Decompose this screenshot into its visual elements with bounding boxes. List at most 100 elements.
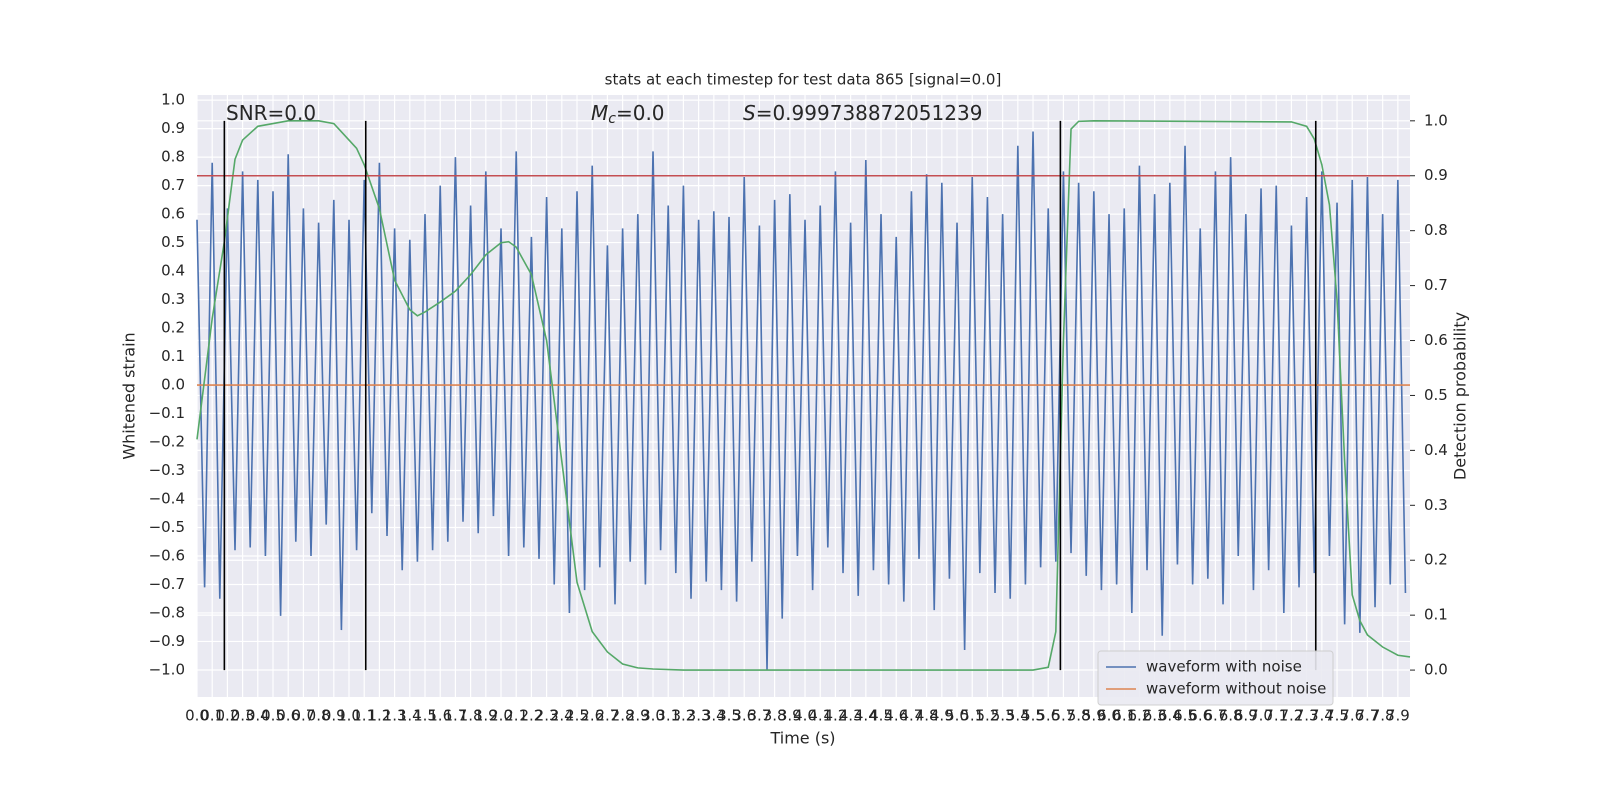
annotation: Mc=0.0: [591, 101, 665, 128]
y-tick-label: −0.2: [149, 433, 185, 451]
x-tick-label: 6.3: [1143, 707, 1167, 725]
y2-tick-label: 1.0: [1424, 111, 1448, 129]
x-tick-label: 3.4: [702, 707, 726, 725]
y-tick-label: −0.6: [149, 546, 185, 564]
x-tick-label: 2.9: [626, 707, 650, 725]
x-tick-label: 2.3: [535, 707, 559, 725]
x-tick-label: 2.2: [519, 707, 543, 725]
x-tick-label: 1.8: [459, 707, 483, 725]
x-tick-label: 0.2: [215, 707, 239, 725]
x-tick-label: 6.1: [1112, 707, 1136, 725]
x-tick-label: 6.7: [1204, 707, 1228, 725]
y-tick-label: 0.6: [161, 205, 185, 223]
x-tick-label: 0.9: [322, 707, 346, 725]
annotation: SNR=0.0: [226, 101, 316, 125]
x-tick-label: 2.4: [550, 707, 574, 725]
x-tick-label: 7.3: [1295, 707, 1319, 725]
x-tick-label: 2.7: [595, 707, 619, 725]
x-tick-label: 3.1: [656, 707, 680, 725]
y-tick-label: 0.4: [161, 262, 185, 280]
x-tick-label: 2.6: [580, 707, 604, 725]
x-tick-label: 6.6: [1188, 707, 1212, 725]
x-tick-label: 5.1: [960, 707, 984, 725]
x-tick-label: 4.0: [793, 707, 817, 725]
annotation-symbol: S: [743, 101, 756, 125]
y-tick-label: −0.4: [149, 489, 185, 507]
x-tick-label: 3.9: [778, 707, 802, 725]
x-tick-label: 1.0: [337, 707, 361, 725]
x-tick-label: 4.3: [839, 707, 863, 725]
x-tick-label: 0.5: [261, 707, 285, 725]
y2-tick-label: 0.1: [1424, 606, 1448, 624]
x-tick-label: 7.4: [1310, 707, 1334, 725]
y2-axis-label: Detection probability: [1451, 312, 1470, 480]
x-tick-label: 4.6: [884, 707, 908, 725]
x-tick-label: 4.7: [899, 707, 923, 725]
x-tick-label: 1.5: [413, 707, 437, 725]
x-tick-label: 5.4: [1006, 707, 1030, 725]
y-tick-label: −1.0: [149, 660, 185, 678]
x-tick-label: 0.3: [231, 707, 255, 725]
x-tick-label: 6.0: [1097, 707, 1121, 725]
x-tick-label: 0.7: [291, 707, 315, 725]
y-tick-label: 0.1: [161, 347, 185, 365]
x-tick-label: 6.5: [1173, 707, 1197, 725]
annotations: SNR=0.0 Mc=0.0 S=0.999738872051239: [226, 101, 982, 128]
y-tick-label: −0.8: [149, 603, 185, 621]
legend-label: waveform without noise: [1146, 680, 1326, 698]
x-tick-label: 4.8: [915, 707, 939, 725]
y-tick-label: −0.3: [149, 461, 185, 479]
x-tick-label: 0.8: [307, 707, 331, 725]
x-tick-label: 5.9: [1082, 707, 1106, 725]
x-tick-label: 6.9: [1234, 707, 1258, 725]
x-tick-label: 4.9: [930, 707, 954, 725]
x-tick-label: 7.1: [1264, 707, 1288, 725]
x-tick-label: 5.6: [1036, 707, 1060, 725]
x-tick-label: 3.5: [717, 707, 741, 725]
legend-box: [1097, 650, 1334, 706]
x-tick-label: 7.2: [1280, 707, 1304, 725]
y-tick-label: −0.5: [149, 518, 185, 536]
x-tick-label: 5.0: [945, 707, 969, 725]
series-line: [196, 120, 1411, 671]
x-tick-label: 1.9: [474, 707, 498, 725]
x-tick-label: 4.1: [808, 707, 832, 725]
y-axis-label: Whitened strain: [120, 332, 139, 459]
y-tick-label: 1.0: [161, 91, 185, 109]
x-tick-label: 2.5: [565, 707, 589, 725]
x-tick-label: 7.6: [1340, 707, 1364, 725]
x-tick-label: 7.0: [1249, 707, 1273, 725]
x-tick-label: 1.4: [398, 707, 422, 725]
x-tick-label: 5.3: [991, 707, 1015, 725]
annotation-subscript: c: [608, 111, 616, 127]
x-tick-label: 1.6: [428, 707, 452, 725]
x-tick-label: 4.2: [823, 707, 847, 725]
x-tick-label: 1.1: [352, 707, 376, 725]
x-tick-label: 7.7: [1356, 707, 1380, 725]
x-tick-label: 5.7: [1051, 707, 1075, 725]
x-tick-label: 7.8: [1371, 707, 1395, 725]
x-axis-label: Time (s): [769, 729, 835, 748]
x-tick-label: 4.4: [854, 707, 878, 725]
y2-tick-label: 0.3: [1424, 496, 1448, 514]
x-tick-label: 3.8: [763, 707, 787, 725]
y2-tick-label: 0.7: [1424, 276, 1448, 294]
x-tick-label: 2.0: [489, 707, 513, 725]
chart-title: stats at each timestep for test data 865…: [605, 71, 1002, 89]
y-tick-label: 0.0: [161, 376, 185, 394]
y-tick-label: 0.2: [161, 319, 185, 337]
annotation-symbol: M: [591, 101, 608, 125]
y2-tick-label: 0.9: [1424, 166, 1448, 184]
x-tick-label: 0.1: [200, 707, 224, 725]
y2-tick-label: 0.5: [1424, 386, 1448, 404]
y-tick-label: −0.7: [149, 575, 185, 593]
y-tick-label: 0.7: [161, 176, 185, 194]
annotation-text: =0.999738872051239: [756, 101, 983, 125]
marks: [196, 120, 1411, 671]
x-tick-label: 2.8: [611, 707, 635, 725]
x-tick-label: 6.8: [1219, 707, 1243, 725]
x-tick-label: 1.7: [443, 707, 467, 725]
y-tick-label: 0.9: [161, 119, 185, 137]
x-tick-label: 3.7: [747, 707, 771, 725]
